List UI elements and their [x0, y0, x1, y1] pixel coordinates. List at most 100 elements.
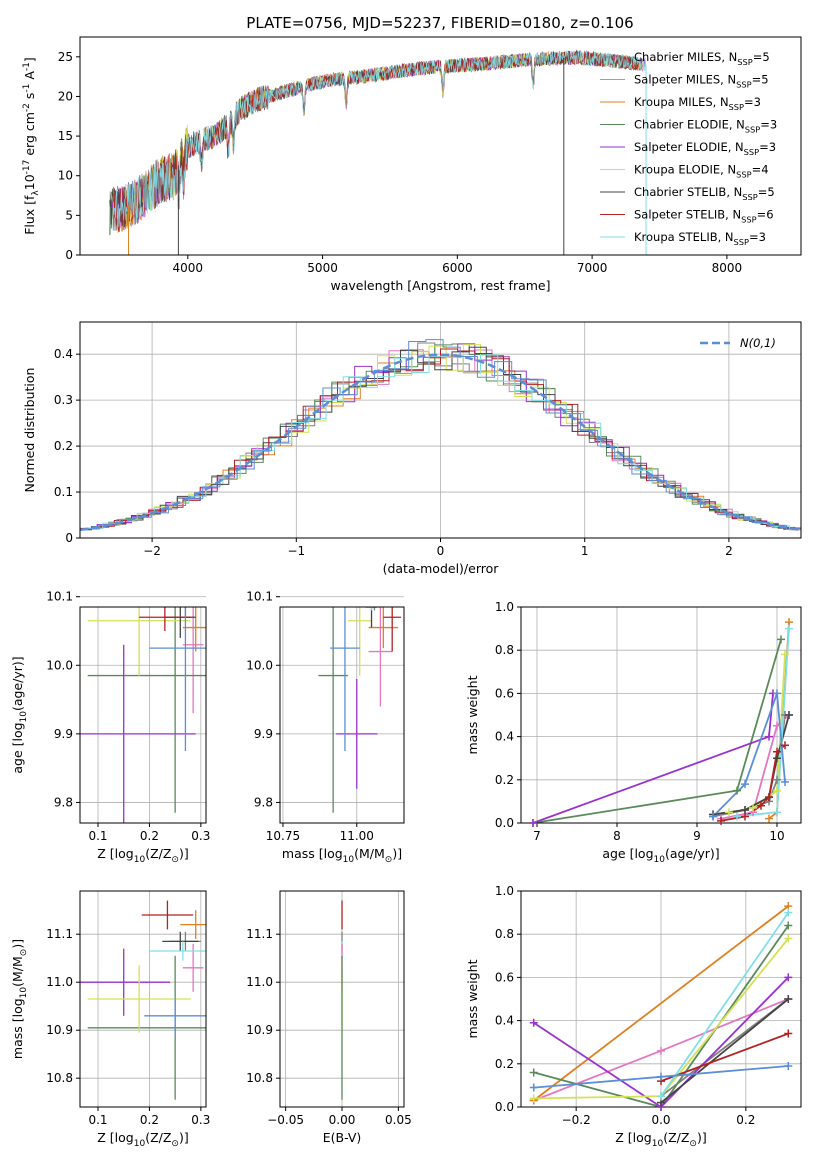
axes-frame [79, 321, 802, 539]
legend-label: Chabrier STELIB, NSSP=5 [634, 185, 775, 202]
weight-line [660, 1032, 789, 1082]
x-tick-label: 0.05 [385, 1113, 412, 1127]
plot-area-residuals [80, 339, 801, 532]
weight-marker [784, 995, 793, 1003]
weight-line [660, 998, 789, 1104]
axes-age-vs-mass: 10.75 11.00 9.8 9.9 10.0 10.1 mass [log10(M/M⊙… [246, 590, 405, 865]
weight-marker [529, 1068, 538, 1077]
x-axis-label: E(B-V) [323, 1130, 362, 1145]
histogram-step [85, 350, 801, 531]
weight-marker [784, 934, 793, 943]
legend-label: Salpeter STELIB, NSSP=6 [634, 208, 774, 225]
x-tick-label: 0.1 [88, 829, 107, 843]
x-tick-label: 4000 [173, 261, 204, 275]
weight-marker [717, 816, 725, 825]
legend-label: Kroupa MILES, NSSP=3 [634, 95, 761, 112]
figure-title: PLATE=0756, MJD=52237, FIBERID=0180, z=0… [246, 14, 633, 32]
weight-marker [785, 711, 793, 719]
y-tick-label: 10.9 [46, 1023, 73, 1037]
weight-marker [529, 819, 537, 827]
x-tick-label: 7 [533, 829, 541, 843]
x-tick-label: 5000 [307, 261, 338, 275]
y-tick-label: 1.0 [495, 884, 514, 898]
legend-label: Chabrier MILES, NSSP=5 [634, 50, 770, 67]
plot-area-age-vs-mass [318, 607, 402, 813]
legend-label: Salpeter ELODIE, NSSP=3 [634, 140, 776, 157]
y-tick-label: 20 [58, 89, 73, 103]
weight-marker [784, 1029, 793, 1038]
y-tick-label: 11.1 [246, 927, 273, 941]
axes-spectrum: 4000 5000 6000 7000 8000 0 5 10 15 20 25 wavelength… [22, 36, 802, 293]
y-axis-label: age [log10(age/yr)] [10, 656, 29, 773]
weight-marker [773, 721, 781, 730]
weight-marker [765, 793, 773, 802]
y-tick-label: 0.3 [54, 393, 73, 407]
y-tick-label: 10.8 [46, 1071, 73, 1085]
x-axis-label: mass [log10(M/M⊙)] [282, 846, 402, 865]
y-axis-label: mass weight [465, 959, 480, 1038]
x-tick-label: 10.75 [266, 829, 300, 843]
axes-frame [79, 606, 207, 824]
y-tick-label: 0.2 [495, 1057, 514, 1071]
axes-weight-vs-age: 7 8 9 10 0.0 0.2 0.4 0.6 0.8 1.0 age [log10(age/yr… [465, 600, 802, 865]
weight-marker [784, 973, 793, 982]
legend-label: Kroupa STELIB, NSSP=3 [634, 230, 766, 247]
weight-line [533, 905, 789, 1102]
x-tick-label: 7000 [577, 261, 608, 275]
plot-area-weight-vs-age [532, 622, 790, 823]
y-axis-label: Normed distribution [22, 368, 37, 493]
y-tick-label: 0.2 [54, 439, 73, 453]
x-tick-label: 2 [725, 544, 733, 558]
x-axis-label: Z [log10(Z/Z⊙)] [615, 1130, 706, 1149]
weight-marker [733, 786, 741, 795]
weight-line [533, 976, 789, 1107]
weight-marker [749, 803, 757, 812]
y-axis-label: mass weight [465, 675, 480, 754]
y-tick-label: 10.1 [46, 590, 73, 604]
x-tick-label: −0.2 [562, 1113, 591, 1127]
x-tick-label: 0.1 [88, 1113, 107, 1127]
weight-line [660, 912, 790, 1097]
y-tick-label: 0.1 [54, 485, 73, 499]
y-tick-label: 11.0 [46, 975, 73, 989]
weight-marker [773, 747, 781, 756]
weight-marker [657, 1092, 665, 1101]
axes-age-vs-Z: 0.1 0.2 0.3 9.8 9.9 10.0 10.1 Z [log10(Z/Z⊙)] ag… [10, 590, 210, 865]
weight-marker [781, 650, 789, 659]
y-axis-label: mass [log10(M/M⊙)] [10, 939, 29, 1059]
y-tick-label: 9.9 [54, 727, 73, 741]
spectrum-legend: Chabrier MILES, NSSP=5 Salpeter MILES, NS… [600, 50, 777, 247]
weight-marker [757, 801, 765, 810]
weight-line [532, 639, 782, 823]
y-tick-label: 0.8 [495, 643, 514, 657]
y-tick-label: 0.0 [495, 816, 514, 830]
axes-frame [279, 890, 405, 1108]
axes-weight-vs-Z: −0.2 0.0 0.2 0.0 0.2 0.4 0.6 0.8 1.0 Z [log10(Z/Z… [465, 884, 802, 1149]
legend-label: Kroupa ELODIE, NSSP=4 [634, 163, 769, 180]
weight-marker [741, 812, 749, 821]
x-tick-label: 0.2 [140, 1113, 159, 1127]
y-tick-label: 11.1 [46, 927, 73, 941]
weight-marker [773, 689, 781, 698]
y-tick-label: 0 [65, 248, 73, 262]
weight-marker [784, 1061, 793, 1070]
y-tick-label: 0.8 [495, 927, 514, 941]
y-tick-label: 10.9 [246, 1023, 273, 1037]
x-tick-label: 8 [613, 829, 621, 843]
x-tick-label: 0.3 [191, 1113, 210, 1127]
weight-marker [781, 777, 789, 786]
y-tick-label: 9.8 [254, 795, 273, 809]
y-tick-label: 11.0 [246, 975, 273, 989]
plot-area-weight-vs-Z [533, 905, 790, 1107]
y-tick-label: 1.0 [495, 600, 514, 614]
legend-label: Chabrier ELODIE, NSSP=3 [634, 118, 777, 135]
axes-frame [520, 606, 802, 824]
axes-frame [279, 606, 405, 824]
weight-marker [657, 1046, 665, 1055]
normal-curve [80, 353, 801, 532]
y-tick-label: 10.0 [46, 658, 73, 672]
x-tick-label: −0.05 [267, 1113, 304, 1127]
y-tick-label: 10 [58, 169, 73, 183]
y-tick-label: 0 [65, 531, 73, 545]
axes-mass-vs-Z: 0.1 0.2 0.3 10.8 10.9 11.0 11.1 Z [log10(Z/Z⊙)]… [10, 890, 210, 1149]
